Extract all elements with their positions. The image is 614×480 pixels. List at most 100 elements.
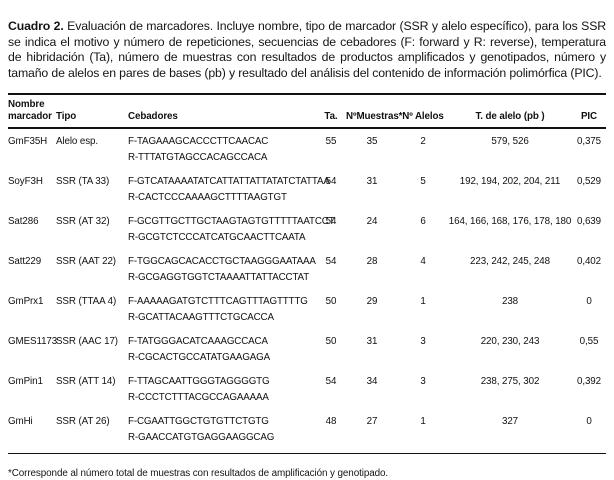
marker-alelos: 2: [420, 136, 426, 148]
marker-type: SSR (ATT 14): [56, 376, 116, 388]
marker-primers: F-TTAGCAATTGGGTAGGGGTG R-CCCTCTTTACGCCAG…: [128, 374, 316, 405]
marker-primers: F-TAGAAAGCACCCTTCAACAC R-TTTATGTAGCCACAG…: [128, 134, 316, 165]
marker-alelos: 1: [420, 296, 426, 308]
marker-talelo: 192, 194, 202, 204, 211: [459, 176, 561, 188]
primer-forward: F-TATGGGACATCAAAGCCACA: [128, 336, 268, 348]
marker-talelo: 223, 242, 245, 248: [470, 256, 550, 268]
marker-pic: 0,402: [576, 256, 602, 268]
header-ta: Ta.: [324, 110, 338, 122]
primer-forward: F-GTCATAAAATATCATTATTATTATATCTATTAA: [128, 176, 330, 188]
marker-type: SSR (AAC 17): [56, 336, 118, 348]
marker-primers: F-TGGCAGCACACCTGCTAAGGGAATAAA R-GCGAGGTG…: [128, 254, 316, 285]
caption-label: Cuadro 2.: [8, 19, 64, 34]
marker-talelo: 238: [501, 296, 519, 308]
marker-alelos: 3: [420, 376, 426, 388]
marker-talelo: 238, 275, 302: [480, 376, 540, 388]
table-row: Sat286 SSR (AT 32) F-GCGTTGCTTGCTAAGTAGT…: [8, 209, 606, 249]
marker-alelos: 3: [420, 336, 426, 348]
marker-muestras: 34: [366, 376, 378, 388]
marker-muestras: 29: [366, 296, 378, 308]
marker-name: GmPin1: [8, 376, 43, 388]
marker-pic: 0,375: [576, 136, 602, 148]
marker-name: Satt229: [8, 256, 42, 268]
primer-forward: F-TAGAAAGCACCCTTCAACAC: [128, 136, 269, 148]
header-alelos: Nº Alelos: [402, 110, 444, 122]
marker-talelo: 327: [501, 416, 519, 428]
marker-ta: 54: [325, 176, 337, 188]
primer-reverse: R-TTTATGTAGCCACAGCCACA: [128, 151, 268, 163]
marker-pic: 0,529: [576, 176, 602, 188]
primer-forward: F-CGAATTGGCTGTGTTCTGTG: [128, 416, 269, 428]
marker-type: Alelo esp.: [56, 136, 99, 148]
marker-muestras: 31: [366, 176, 378, 188]
marker-type: SSR (AT 26): [56, 416, 110, 428]
primer-reverse: R-CCCTCTTTACGCCAGAAAAA: [128, 391, 269, 403]
table-caption: Cuadro 2. Evaluación de marcadores. Incl…: [8, 19, 606, 81]
marker-name: GmPrx1: [8, 296, 44, 308]
marker-pic: 0,55: [579, 336, 599, 348]
marker-muestras: 24: [366, 216, 378, 228]
table-header-row: Nombre marcador Tipo Cebadores Ta. NºMue…: [8, 95, 606, 125]
primer-reverse: R-GCGTCTCCCATCATGCAACTTCAATA: [128, 231, 306, 243]
top-rule: [8, 93, 606, 96]
primer-reverse: R-GCATTACAAGTTTCTGCACCA: [128, 311, 274, 323]
marker-type: SSR (AAT 22): [56, 256, 116, 268]
table-row: GmHi SSR (AT 26) F-CGAATTGGCTGTGTTCTGTG …: [8, 409, 606, 449]
header-muestras: NºMuestras*: [346, 110, 403, 122]
marker-pic: 0,639: [576, 216, 602, 228]
marker-alelos: 1: [420, 416, 426, 428]
marker-name: GmHi: [8, 416, 33, 428]
marker-name: GMES1173: [8, 336, 58, 348]
marker-muestras: 31: [366, 336, 378, 348]
caption-text: Evaluación de marcadores. Incluye nombre…: [8, 19, 606, 80]
footnote-rule: [8, 453, 606, 455]
primer-forward: F-TTAGCAATTGGGTAGGGGTG: [128, 376, 270, 388]
marker-pic: 0: [586, 296, 592, 308]
marker-primers: F-AAAAAGATGTCTTTCAGTTTAGTTTTG R-GCATTACA…: [128, 294, 316, 325]
marker-name: Sat286: [8, 216, 39, 228]
header-cebadores: Cebadores: [128, 110, 178, 122]
table-row: GmPrx1 SSR (TTAA 4) F-AAAAAGATGTCTTTCAGT…: [8, 289, 606, 329]
marker-name: GmF35H: [8, 136, 48, 148]
table-row: GmF35H Alelo esp. F-TAGAAAGCACCCTTCAACAC…: [8, 129, 606, 169]
table-footnote: *Corresponde al número total de muestras…: [8, 468, 389, 480]
marker-ta: 54: [325, 256, 337, 268]
marker-type: SSR (TTAA 4): [56, 296, 117, 308]
marker-alelos: 4: [420, 256, 426, 268]
marker-alelos: 5: [420, 176, 426, 188]
marker-ta: 55: [325, 136, 337, 148]
marker-muestras: 28: [366, 256, 378, 268]
marker-alelos: 6: [420, 216, 426, 228]
header-tamano-alelo: T. de alelo (pb ): [475, 110, 545, 122]
primer-reverse: R-CACTCCCAAAAGCTTTTAAGTGT: [128, 191, 287, 203]
header-pic: PIC: [580, 110, 598, 122]
table-row: Satt229 SSR (AAT 22) F-TGGCAGCACACCTGCTA…: [8, 249, 606, 289]
marker-pic: 0: [586, 416, 592, 428]
marker-talelo: 579, 526: [491, 136, 529, 148]
table-row: SoyF3H SSR (TA 33) F-GTCATAAAATATCATTATT…: [8, 169, 606, 209]
marker-type: SSR (TA 33): [56, 176, 110, 188]
marker-ta: 50: [325, 296, 337, 308]
marker-type: SSR (AT 32): [56, 216, 110, 228]
marker-ta: 50: [325, 336, 337, 348]
marker-ta: 48: [325, 416, 337, 428]
marker-muestras: 27: [366, 416, 378, 428]
marker-name: SoyF3H: [8, 176, 43, 188]
header-tipo: Tipo: [56, 110, 77, 122]
marker-ta: 54: [325, 216, 337, 228]
primer-forward: F-TGGCAGCACACCTGCTAAGGGAATAAA: [128, 256, 316, 268]
marker-ta: 54: [325, 376, 337, 388]
table-row: GmPin1 SSR (ATT 14) F-TTAGCAATTGGGTAGGGG…: [8, 369, 606, 409]
marker-primers: F-GCGTTGCTTGCTAAGTAGTGTTTTTAATCCT R-GCGT…: [128, 214, 335, 245]
table-row: GMES1173 SSR (AAC 17) F-TATGGGACATCAAAGC…: [8, 329, 606, 369]
header-rule: [8, 127, 606, 130]
marker-primers: F-TATGGGACATCAAAGCCACA R-CGCACTGCCATATGA…: [128, 334, 316, 365]
marker-muestras: 35: [366, 136, 378, 148]
marker-talelo: 164, 166, 168, 176, 178, 180: [448, 216, 572, 228]
primer-reverse: R-CGCACTGCCATATGAAGAGA: [128, 351, 271, 363]
primer-forward: F-GCGTTGCTTGCTAAGTAGTGTTTTTAATCCT: [128, 216, 335, 228]
marker-talelo: 220, 230, 243: [480, 336, 540, 348]
header-nombre-marcador: Nombre marcador: [8, 99, 52, 122]
primer-reverse: R-GCGAGGTGGTCTAAAATTATTACCTAT: [128, 271, 310, 283]
